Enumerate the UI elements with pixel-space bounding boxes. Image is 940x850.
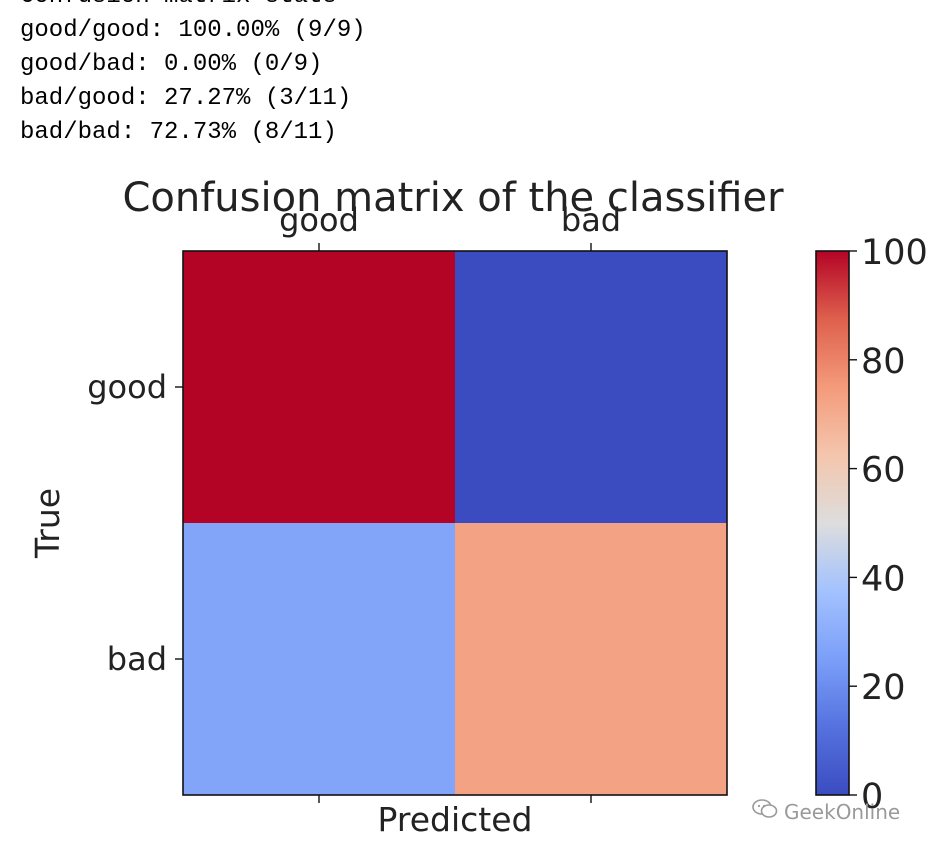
chart-title: Confusion matrix of the classifier <box>122 175 784 221</box>
heatmap-cell <box>183 251 456 524</box>
y-tick-label: bad <box>107 640 167 678</box>
wechat-icon <box>752 798 778 825</box>
heatmap-cell <box>455 251 728 524</box>
colorbar-gradient <box>815 250 850 796</box>
console-line: good/bad: 0.00% (0/9) <box>20 51 323 78</box>
console-output: Confusion matrix stats good/good: 100.00… <box>20 0 366 150</box>
x-axis-label: Predicted <box>378 800 533 839</box>
console-line: good/good: 100.00% (9/9) <box>20 17 366 44</box>
watermark-text: GeekOnline <box>784 799 901 824</box>
watermark: GeekOnline <box>752 798 900 825</box>
heatmap-cells <box>183 251 728 796</box>
heatmap-cell <box>455 523 728 796</box>
colorbar-tick-label: 60 <box>861 451 906 491</box>
y-tick-label: good <box>87 368 167 406</box>
colorbar-tick-label: 100 <box>861 233 928 273</box>
console-clipped-line: Confusion matrix stats <box>20 0 366 14</box>
heatmap-cell <box>183 523 456 796</box>
x-tick-label: bad <box>561 201 621 239</box>
colorbar-tick-label: 20 <box>861 668 906 708</box>
colorbar-tick-label: 40 <box>861 559 906 599</box>
y-axis-label: True <box>28 488 67 559</box>
colorbar-tick-label: 0 <box>861 777 883 817</box>
colorbar: 0 20 40 60 80 100 <box>815 233 928 817</box>
console-line: bad/good: 27.27% (3/11) <box>20 85 352 112</box>
plot-frame <box>182 250 728 796</box>
console-line: bad/bad: 72.73% (8/11) <box>20 119 337 146</box>
axes-frame <box>175 243 728 803</box>
x-tick-label: good <box>279 201 359 239</box>
colorbar-tick-label: 80 <box>861 342 906 382</box>
